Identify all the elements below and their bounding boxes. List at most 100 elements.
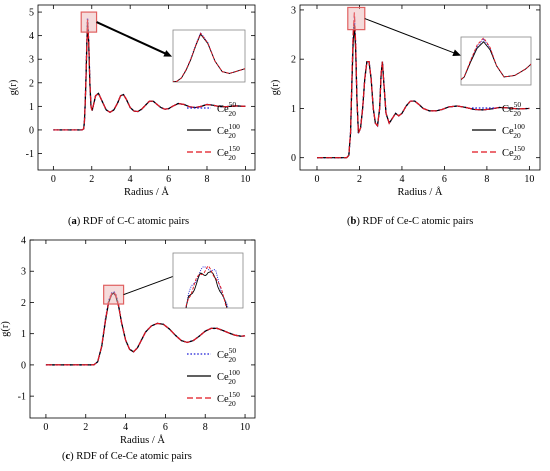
inset-frame — [172, 252, 244, 309]
legend-label: Ce50 20 — [217, 100, 236, 118]
legend-label: Ce100 20 — [217, 368, 240, 386]
y-axis-label: g(r) — [270, 79, 281, 95]
caption-a: (a) RDF of C-C atomic pairs — [68, 216, 190, 227]
legend-label: Ce100 20 — [217, 122, 240, 140]
x-tick-label: 10 — [240, 174, 250, 185]
legend-label: Ce150 20 — [217, 390, 240, 408]
legend-label-base: Ce — [217, 126, 229, 137]
legend-label-sup: 50 — [229, 100, 237, 109]
zoom-arrow — [364, 18, 456, 54]
legend-label-sub: 20 — [228, 131, 236, 140]
x-tick-label: 6 — [442, 174, 447, 185]
legend-label-sub: 20 — [228, 355, 236, 364]
legend-label-sup: 50 — [514, 100, 522, 109]
x-tick-label: 6 — [166, 174, 171, 185]
y-tick-label: 4 — [29, 31, 34, 42]
zoom-arrow — [96, 21, 167, 55]
y-tick-label: 1 — [29, 102, 34, 113]
legend-label-base: Ce — [217, 372, 229, 383]
y-tick-label: 3 — [21, 267, 26, 278]
legend-label-base: Ce — [502, 148, 514, 159]
inset-a — [172, 29, 246, 83]
x-tick-label: 6 — [163, 422, 168, 433]
legend-label-sub: 20 — [513, 131, 521, 140]
plot-frame — [37, 4, 256, 171]
series-line-dashed — [316, 12, 530, 159]
y-tick-label: 0 — [291, 153, 296, 164]
inset-series-line-dashed — [461, 37, 531, 81]
inset-series-line-dashed — [173, 32, 245, 82]
x-tick-label: 4 — [128, 174, 133, 185]
y-axis-label: g(r) — [8, 79, 19, 95]
legend-label: Ce150 20 — [502, 144, 525, 162]
legend-label-sup: 100 — [229, 122, 241, 131]
y-tick-label: -1 — [26, 149, 34, 160]
zoom-highlight-box — [103, 284, 125, 305]
legend-label: Ce50 20 — [217, 346, 236, 364]
y-tick-label: 0 — [21, 360, 26, 371]
x-tick-label: 8 — [484, 174, 489, 185]
zoom-arrow-head — [452, 49, 462, 57]
legend-label-sub: 20 — [228, 377, 236, 386]
x-tick-label: 4 — [123, 422, 128, 433]
inset-frame — [460, 36, 532, 86]
x-tick-label: 0 — [51, 174, 56, 185]
legend-label-base: Ce — [217, 394, 229, 405]
zoom-highlight-box — [347, 6, 366, 31]
inset-series-line-solid — [185, 271, 228, 308]
inset-series-line-solid — [461, 41, 531, 81]
plot-frame — [299, 4, 541, 171]
y-tick-label: 2 — [291, 55, 296, 66]
series-line-dashed — [45, 291, 246, 366]
y-tick-label: 2 — [29, 78, 34, 89]
x-tick-label: 10 — [240, 422, 250, 433]
y-tick-label: 1 — [21, 329, 26, 340]
x-axis-label: Radius / Å — [124, 186, 169, 198]
legend-label-sup: 150 — [229, 144, 241, 153]
zoom-arrow-head — [163, 50, 173, 57]
inset-frame — [172, 29, 246, 83]
zoom-highlight-box — [80, 11, 98, 33]
legend-label-sup: 100 — [229, 368, 241, 377]
legend-label-base: Ce — [502, 126, 514, 137]
legend-label: Ce100 20 — [502, 122, 525, 140]
legend-label-base: Ce — [502, 104, 514, 115]
y-tick-label: -1 — [18, 392, 26, 403]
y-tick-label: 2 — [21, 298, 26, 309]
y-axis-label: g(r) — [0, 321, 11, 337]
inset-b — [460, 36, 532, 86]
legend-label-sup: 100 — [514, 122, 526, 131]
legend-label-base: Ce — [217, 104, 229, 115]
caption-c: (c) RDF of Ce-Ce atomic pairs — [62, 451, 192, 462]
caption-b: (b) RDF of Ce-C atomic pairs — [347, 216, 474, 227]
y-tick-label: 5 — [29, 8, 34, 19]
y-tick-label: 3 — [291, 5, 296, 16]
x-tick-label: 2 — [89, 174, 94, 185]
legend-label: Ce50 20 — [502, 100, 521, 118]
x-tick-label: 0 — [43, 422, 48, 433]
x-tick-label: 2 — [357, 174, 362, 185]
y-tick-label: 1 — [291, 104, 296, 115]
x-tick-label: 2 — [83, 422, 88, 433]
series-line-dashed — [53, 19, 246, 131]
x-tick-label: 0 — [314, 174, 319, 185]
y-tick-label: 3 — [29, 55, 34, 66]
legend-label-sup: 150 — [514, 144, 526, 153]
x-tick-label: 10 — [524, 174, 534, 185]
x-tick-label: 8 — [204, 174, 209, 185]
y-tick-label: 4 — [21, 236, 26, 247]
zoom-arrow — [123, 274, 179, 296]
x-tick-label: 8 — [203, 422, 208, 433]
legend-label-sub: 20 — [513, 109, 521, 118]
y-tick-label: 0 — [29, 125, 34, 136]
legend-label-sup: 50 — [229, 346, 237, 355]
x-tick-label: 4 — [399, 174, 404, 185]
x-axis-label: Radius / Å — [398, 186, 443, 198]
